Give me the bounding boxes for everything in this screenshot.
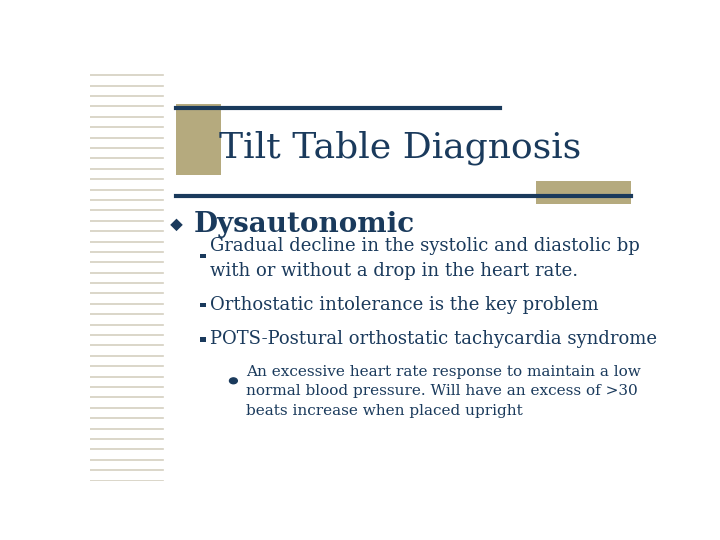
Text: Orthostatic intolerance is the key problem: Orthostatic intolerance is the key probl… [210,296,598,314]
Bar [536,181,631,204]
Circle shape [230,378,238,384]
Text: Dysautonomic: Dysautonomic [193,211,414,238]
Text: An excessive heart rate response to maintain a low
normal blood pressure. Will h: An excessive heart rate response to main… [246,364,641,418]
Text: Tilt Table Diagnosis: Tilt Table Diagnosis [219,131,581,165]
Bar [200,337,206,341]
Polygon shape [170,219,183,231]
Bar [200,254,206,258]
Bar [200,303,206,307]
Text: Gradual decline in the systolic and diastolic bp
with or without a drop in the h: Gradual decline in the systolic and dias… [210,238,640,280]
Text: POTS-Postural orthostatic tachycardia syndrome: POTS-Postural orthostatic tachycardia sy… [210,330,657,348]
Bar [176,104,221,175]
